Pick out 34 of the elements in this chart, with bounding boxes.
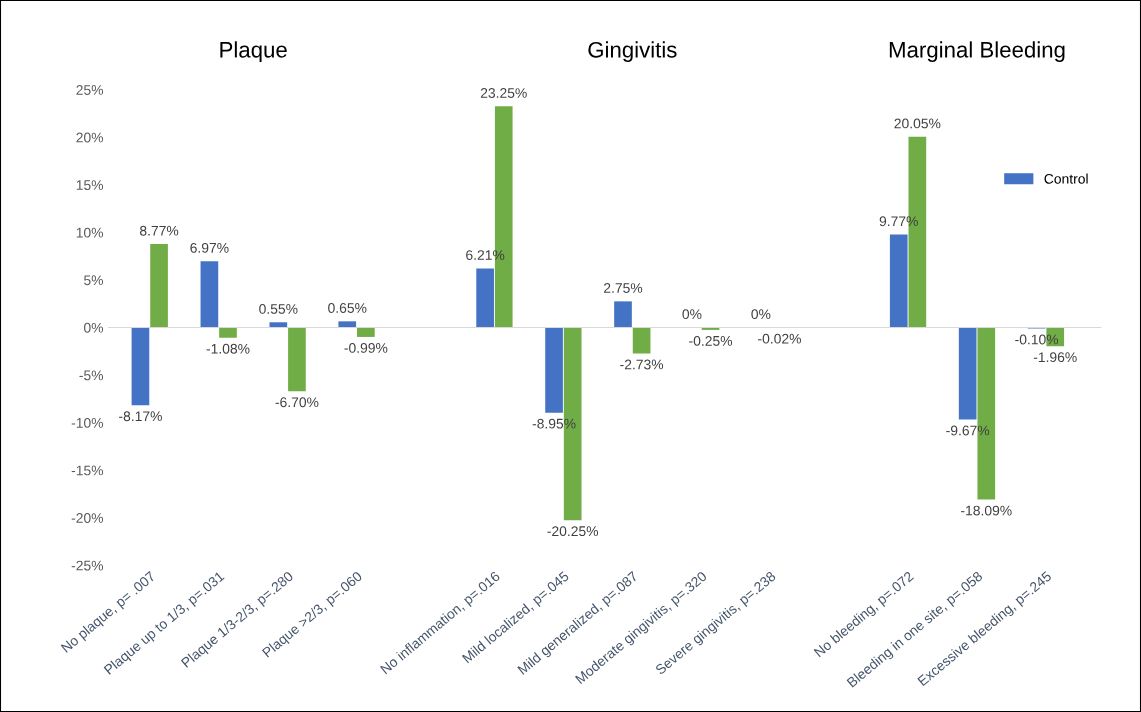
data-label: -6.70% [275, 397, 319, 408]
data-label: -20.25% [547, 526, 599, 537]
legend-label: Control [1044, 173, 1088, 184]
data-label: 20.05% [894, 118, 941, 129]
y-tick-label: -20% [71, 513, 104, 523]
y-tick-label: 20% [76, 132, 104, 143]
text: Plaque [220, 41, 287, 63]
data-label: -2.73% [620, 359, 664, 370]
data-label: 0% [682, 309, 702, 320]
data-label: 0.65% [328, 303, 367, 313]
y-tick-label: -15% [71, 465, 104, 476]
y-tick-label: 5% [84, 275, 104, 286]
data-label: -0.25% [689, 335, 733, 346]
y-tick-label: -5% [79, 370, 104, 381]
data-label: 23.25% [480, 88, 527, 98]
data-label: -1.96% [1033, 352, 1077, 363]
data-label: -0.02% [758, 333, 801, 344]
y-tick-label: 25% [76, 85, 104, 95]
data-label: 8.77% [139, 225, 179, 236]
data-label: -1.08% [206, 343, 250, 354]
data-label: 0.55% [259, 304, 298, 314]
data-label: -18.09% [961, 505, 1012, 516]
text: Marginal Bleeding [889, 41, 1065, 63]
data-label: -0.99% [344, 343, 388, 353]
y-tick-label: -10% [71, 417, 104, 428]
data-label: 6.97% [190, 242, 229, 253]
text: 0% [751, 309, 771, 320]
y-tick-label: 10% [76, 227, 104, 238]
data-label: 2.75% [604, 283, 643, 293]
data-label: -8.17% [119, 411, 162, 422]
y-tick-label: -25% [71, 560, 104, 571]
text: Gingivitis [588, 41, 677, 63]
y-tick-label: 0% [84, 322, 104, 333]
y-tick-label: 15% [76, 180, 104, 190]
